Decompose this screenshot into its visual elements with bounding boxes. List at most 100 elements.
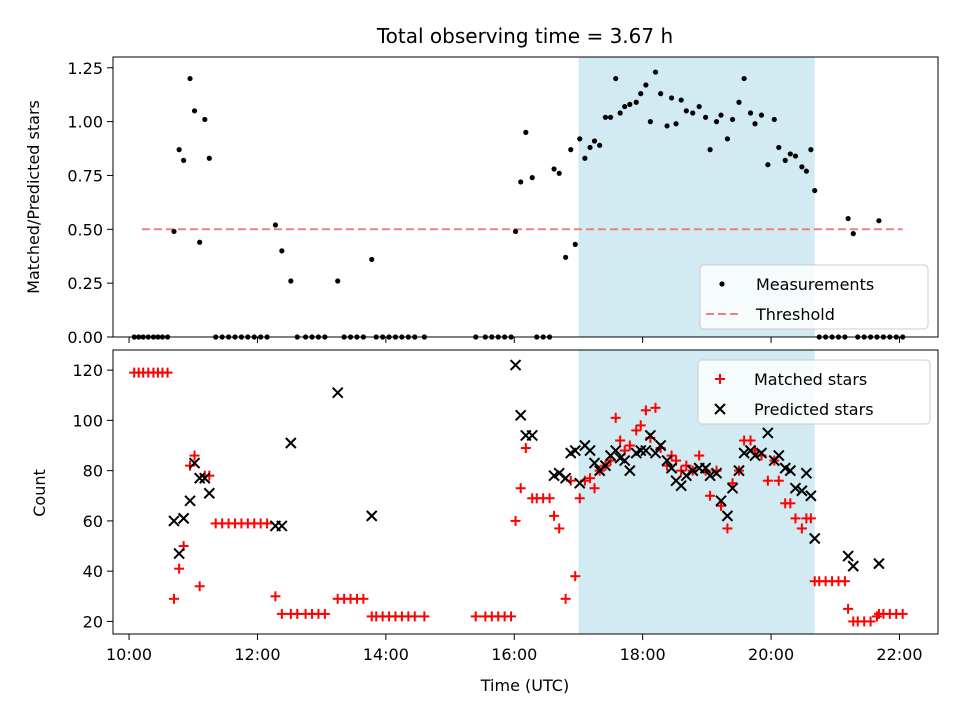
- matched-star-point: [262, 518, 273, 529]
- matched-star-point: [358, 593, 369, 604]
- measurement-point: [713, 119, 720, 125]
- measurement-point: [206, 155, 212, 161]
- measurement-point: [197, 239, 203, 245]
- legend-measurement-swatch: [719, 281, 725, 287]
- matched-star-point: [574, 493, 585, 504]
- matched-star-point: [510, 515, 521, 526]
- predicted-star-point: [173, 547, 185, 560]
- measurement-point: [613, 75, 619, 82]
- measurement-point: [799, 164, 805, 170]
- predicted-star-stroke-b: [199, 472, 211, 484]
- measurement-point: [850, 231, 856, 237]
- figure-title: Total observing time = 3.67 h: [376, 24, 673, 48]
- predicted-star-stroke-b: [715, 495, 727, 507]
- counts-y-tick-label: 120: [72, 361, 103, 380]
- measurement-point: [181, 157, 187, 163]
- predicted-star-point: [715, 495, 727, 507]
- predicted-star-point: [738, 447, 750, 459]
- predicted-star-stroke-b: [514, 409, 527, 422]
- ratio-panel: Matched/Predicted stars 0.00 0.25 0.50 0.75…: [24, 56, 939, 347]
- predicted-star-stroke-b: [789, 482, 802, 494]
- matched-star-point: [773, 475, 784, 486]
- matched-star-point: [520, 443, 531, 454]
- matched-star-point: [897, 608, 908, 619]
- measurement-point: [664, 123, 670, 129]
- matched-star-point: [419, 611, 430, 622]
- predicted-star-stroke-b: [805, 490, 817, 502]
- matched-star-point: [470, 611, 481, 622]
- predicted-star-point: [332, 387, 344, 399]
- measurement-point: [812, 187, 818, 194]
- matched-star-point: [589, 483, 600, 494]
- matched-star-point: [506, 611, 517, 622]
- counts-legend-box: [697, 359, 931, 425]
- measurement-point: [272, 222, 279, 228]
- measurement-point: [369, 256, 375, 263]
- predicted-star-point: [168, 515, 180, 527]
- ratio-legend-label: Threshold: [755, 305, 835, 324]
- measurement-point: [187, 75, 193, 82]
- predicted-star-stroke-b: [873, 557, 885, 570]
- matched-star-point: [624, 440, 635, 451]
- predicted-star-point: [726, 482, 739, 494]
- matched-star-point: [676, 465, 687, 476]
- predicted-star-point: [842, 550, 854, 562]
- ratio-y-tick-label: 0.00: [67, 328, 103, 347]
- measurement-point: [582, 155, 588, 161]
- predicted-star-point: [800, 467, 813, 479]
- measurement-point: [627, 101, 633, 107]
- matched-star-point: [785, 498, 796, 509]
- matched-star-point: [194, 581, 205, 592]
- measurement-point: [572, 241, 578, 247]
- matched-star-point: [843, 603, 854, 614]
- predicted-star-point: [762, 427, 774, 439]
- predicted-star-point: [366, 510, 378, 522]
- predicted-star-stroke-b: [738, 447, 750, 459]
- matched-star-point: [681, 460, 692, 471]
- measurement-point: [752, 121, 758, 127]
- predicted-star-point: [809, 532, 821, 545]
- predicted-star-point: [599, 459, 612, 472]
- matched-star-point: [292, 608, 303, 619]
- matched-star-point: [276, 608, 287, 619]
- ratio-plot-area: 0.00 0.25 0.50 0.75 1.00 1.25 Measurements Thre…: [67, 56, 939, 347]
- matched-star-point: [549, 510, 560, 521]
- measurement-point: [678, 97, 684, 103]
- counts-y-tick-label: 20: [83, 612, 103, 631]
- predicted-star-point: [749, 449, 761, 462]
- predicted-star-point: [784, 464, 797, 477]
- matched-star-point: [319, 608, 330, 619]
- measurement-point: [707, 147, 713, 153]
- matched-star-point: [705, 490, 716, 501]
- measurement-point: [568, 147, 574, 153]
- predicted-star-stroke-b: [168, 515, 180, 527]
- matched-star-point: [745, 435, 756, 446]
- predicted-star-point: [193, 472, 206, 484]
- predicted-star-point: [687, 464, 699, 477]
- predicted-star-stroke-b: [847, 560, 859, 572]
- ratio-y-tick-label: 0.25: [67, 274, 103, 293]
- predicted-star-point: [177, 512, 190, 525]
- matched-star-point: [174, 563, 185, 574]
- measurement-point: [718, 112, 724, 118]
- counts-y-axis-title: Count: [30, 469, 49, 517]
- matched-star-point: [722, 523, 733, 534]
- ratio-legend-box: [699, 264, 929, 330]
- measurement-point: [551, 166, 557, 172]
- measurement-point: [808, 147, 814, 153]
- matched-star-point: [270, 591, 281, 602]
- measurement-point: [876, 218, 882, 224]
- ratio-y-tick-label: 0.50: [67, 220, 103, 239]
- counts-x-tick-label: 20:00: [748, 645, 794, 664]
- measurement-point: [792, 153, 799, 159]
- matched-star-point: [839, 576, 850, 587]
- predicted-star-point: [184, 495, 196, 507]
- measurement-point: [683, 108, 689, 114]
- predicted-star-stroke-b: [574, 477, 586, 489]
- predicted-star-point: [618, 454, 631, 467]
- predicted-star-point: [640, 444, 652, 457]
- measurement-point: [171, 228, 177, 235]
- predicted-star-stroke-b: [726, 482, 739, 494]
- measurement-point: [602, 114, 609, 120]
- measurement-point: [191, 108, 198, 114]
